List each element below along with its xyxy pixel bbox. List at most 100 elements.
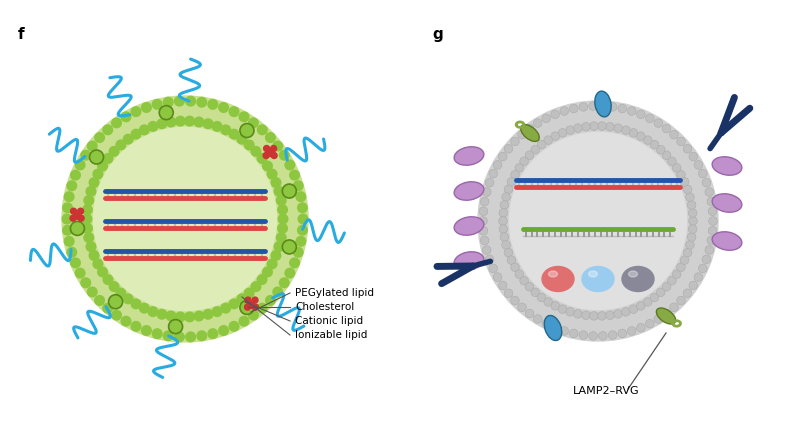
Circle shape [489,264,498,273]
Circle shape [279,278,289,288]
Circle shape [662,151,671,160]
Circle shape [266,295,275,305]
Circle shape [62,225,72,235]
Circle shape [252,297,258,303]
Circle shape [668,157,676,166]
Circle shape [84,196,93,205]
Circle shape [504,248,513,257]
Circle shape [498,217,507,225]
Circle shape [629,305,638,313]
Circle shape [672,270,681,278]
Circle shape [688,208,697,217]
Circle shape [683,248,692,257]
Circle shape [551,132,559,140]
Circle shape [608,103,617,111]
Circle shape [239,316,249,326]
Circle shape [81,278,90,288]
Circle shape [589,332,597,340]
Circle shape [221,125,230,135]
Circle shape [139,303,149,313]
Ellipse shape [544,316,562,340]
Circle shape [67,181,77,191]
Circle shape [627,107,636,115]
Circle shape [689,153,698,161]
Circle shape [709,217,717,225]
Circle shape [515,270,524,278]
Circle shape [197,331,206,340]
Circle shape [88,122,282,316]
Circle shape [499,208,508,217]
Circle shape [176,312,185,322]
Circle shape [208,329,218,339]
Circle shape [581,122,590,131]
Circle shape [500,233,509,241]
Circle shape [103,154,113,163]
Circle shape [606,122,615,131]
Ellipse shape [454,252,484,270]
Circle shape [608,331,617,340]
Circle shape [186,332,195,342]
Circle shape [78,215,84,221]
Circle shape [650,140,659,149]
Circle shape [537,293,546,302]
Circle shape [698,169,707,178]
Circle shape [98,161,108,171]
Text: Ionizable lipid: Ionizable lipid [295,330,367,340]
Circle shape [82,214,92,224]
Circle shape [531,288,539,297]
Circle shape [88,287,97,297]
Circle shape [702,178,711,187]
Circle shape [82,205,93,215]
Circle shape [531,146,539,154]
Circle shape [245,297,251,303]
Circle shape [142,103,151,112]
Circle shape [75,268,85,278]
Circle shape [480,236,489,245]
Circle shape [511,137,519,146]
Circle shape [654,315,663,323]
Text: Cholesterol: Cholesterol [295,302,354,312]
Circle shape [208,100,218,109]
Circle shape [271,146,277,152]
Circle shape [579,103,588,111]
Circle shape [677,296,685,305]
Circle shape [533,315,542,323]
Circle shape [662,282,671,291]
Circle shape [78,208,84,214]
Circle shape [515,163,524,172]
Ellipse shape [629,271,638,277]
Circle shape [159,106,173,120]
Circle shape [618,104,626,113]
Circle shape [498,153,507,161]
Circle shape [686,241,694,249]
Circle shape [525,282,534,291]
Ellipse shape [712,157,742,175]
Circle shape [494,161,502,169]
Ellipse shape [589,271,597,277]
Circle shape [153,100,162,109]
Circle shape [558,128,567,137]
Circle shape [598,312,607,320]
Circle shape [237,294,247,304]
Circle shape [273,287,282,297]
Circle shape [499,225,508,233]
Circle shape [176,116,185,126]
Circle shape [614,309,623,318]
Circle shape [599,332,607,340]
Circle shape [676,170,685,179]
Circle shape [258,303,267,313]
Circle shape [103,125,112,135]
Circle shape [683,289,692,298]
Ellipse shape [712,194,742,212]
Circle shape [518,130,526,139]
Circle shape [680,256,689,264]
Circle shape [263,146,270,152]
Circle shape [637,323,645,332]
Circle shape [570,329,578,338]
Circle shape [500,201,509,209]
Circle shape [257,154,267,163]
Circle shape [109,146,119,156]
Circle shape [507,177,516,186]
Circle shape [485,178,494,187]
Circle shape [194,311,204,321]
